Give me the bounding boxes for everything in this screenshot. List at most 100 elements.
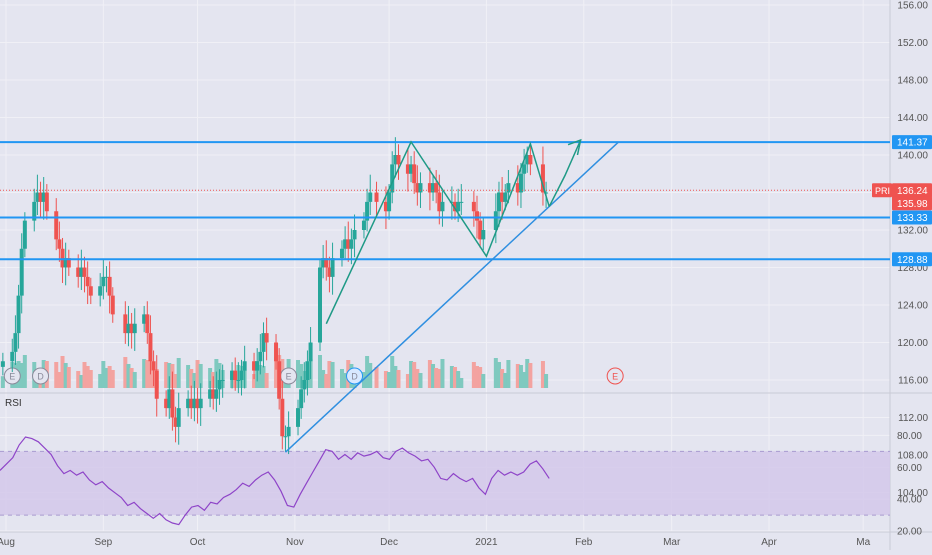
candle bbox=[449, 201, 454, 203]
candle bbox=[493, 211, 498, 230]
price-tick-label: 144.00 bbox=[897, 113, 928, 124]
candle bbox=[145, 314, 150, 334]
volume-bar bbox=[518, 365, 523, 388]
time-tick-label: Feb bbox=[575, 537, 593, 548]
time-tick-label: 2021 bbox=[475, 537, 498, 548]
volume-bar bbox=[339, 369, 344, 388]
candle bbox=[236, 380, 241, 381]
volume-bar bbox=[387, 372, 392, 388]
price-tick-label: 148.00 bbox=[897, 76, 928, 87]
price-tick-label: 128.00 bbox=[897, 263, 928, 274]
pattern-line[interactable] bbox=[325, 140, 550, 325]
level-tag bbox=[892, 210, 932, 225]
candle bbox=[418, 183, 423, 193]
candle bbox=[409, 164, 414, 174]
candle bbox=[123, 314, 128, 334]
candle bbox=[167, 389, 172, 409]
candle bbox=[343, 239, 348, 249]
candle bbox=[252, 361, 257, 371]
candle bbox=[60, 248, 65, 268]
volume-bar bbox=[481, 374, 486, 388]
volume-bar bbox=[57, 372, 62, 388]
volume-bar bbox=[327, 361, 332, 388]
candle bbox=[170, 389, 175, 418]
level-tag-text: 133.33 bbox=[897, 213, 928, 224]
candle bbox=[318, 267, 322, 343]
symbol-tag-text: PRI bbox=[875, 186, 890, 196]
volume-bar bbox=[76, 371, 81, 388]
volume-bar bbox=[515, 364, 520, 388]
event-marker[interactable] bbox=[346, 367, 364, 385]
candle bbox=[374, 192, 379, 202]
event-marker-label: E bbox=[9, 372, 15, 382]
volume-bar bbox=[493, 358, 498, 388]
rsi-tick-label: 20.00 bbox=[897, 527, 922, 538]
event-marker[interactable] bbox=[32, 367, 50, 385]
candle bbox=[412, 164, 417, 184]
volume-bar bbox=[173, 374, 178, 388]
volume-bar bbox=[85, 366, 90, 388]
projection-line[interactable] bbox=[548, 139, 582, 207]
candle bbox=[208, 389, 213, 399]
candle bbox=[110, 295, 115, 315]
candle bbox=[405, 164, 410, 174]
trend-line[interactable] bbox=[284, 141, 619, 453]
rsi-band bbox=[0, 451, 890, 516]
volume-bar bbox=[456, 371, 461, 388]
volume-bar bbox=[123, 357, 128, 388]
volume-bar bbox=[176, 358, 181, 388]
volume-bar bbox=[496, 362, 501, 388]
volume-bar bbox=[54, 362, 59, 388]
candle bbox=[500, 192, 505, 202]
volume-bar bbox=[365, 356, 370, 388]
volume-bar bbox=[471, 362, 476, 388]
candle bbox=[195, 398, 200, 409]
volume-bar bbox=[104, 368, 109, 388]
time-tick-label: Nov bbox=[286, 537, 304, 548]
prev-price-tag bbox=[892, 196, 932, 211]
price-tags-layer: 141.37 133.33 128.88 136.24 135.98 PRI bbox=[872, 135, 932, 267]
volume-bar bbox=[434, 368, 439, 388]
volume-bar bbox=[189, 369, 194, 388]
rsi-layer: RSI bbox=[0, 398, 550, 526]
candle bbox=[82, 267, 87, 277]
candle bbox=[324, 258, 329, 268]
volume-bar bbox=[440, 359, 445, 388]
volume-bar bbox=[409, 361, 414, 388]
event-marker[interactable] bbox=[606, 367, 624, 385]
event-marker-label: E bbox=[612, 372, 618, 382]
volume-bar bbox=[60, 356, 65, 388]
candle bbox=[85, 276, 90, 287]
candle bbox=[101, 276, 106, 287]
volume-bar bbox=[412, 362, 417, 388]
volume-bar bbox=[129, 368, 134, 388]
candle bbox=[475, 211, 479, 221]
candle bbox=[242, 361, 247, 371]
volume-bar bbox=[453, 367, 458, 388]
level-tag-text: 141.37 bbox=[897, 138, 928, 149]
candle bbox=[35, 192, 40, 202]
time-tick-label: Ma bbox=[856, 537, 870, 548]
candle bbox=[459, 201, 464, 203]
candle bbox=[396, 155, 401, 165]
candle bbox=[233, 370, 238, 380]
symbol-tag bbox=[872, 183, 892, 198]
rsi-tick-label: 80.00 bbox=[897, 431, 922, 442]
volume-bar bbox=[19, 363, 24, 388]
candle bbox=[261, 333, 266, 352]
volume-bar bbox=[503, 373, 508, 388]
candle bbox=[327, 267, 332, 277]
candle bbox=[142, 314, 147, 324]
candle bbox=[189, 398, 194, 409]
price-tick-label: 132.00 bbox=[897, 226, 928, 237]
volume-bar bbox=[79, 375, 84, 388]
level-tag-text: 128.88 bbox=[897, 255, 928, 266]
volume-bar bbox=[145, 360, 150, 388]
volume-bar bbox=[299, 364, 304, 388]
candle bbox=[76, 267, 81, 277]
volume-bar bbox=[500, 369, 505, 388]
candle bbox=[415, 183, 420, 193]
candle bbox=[214, 389, 219, 399]
candle bbox=[308, 342, 313, 362]
